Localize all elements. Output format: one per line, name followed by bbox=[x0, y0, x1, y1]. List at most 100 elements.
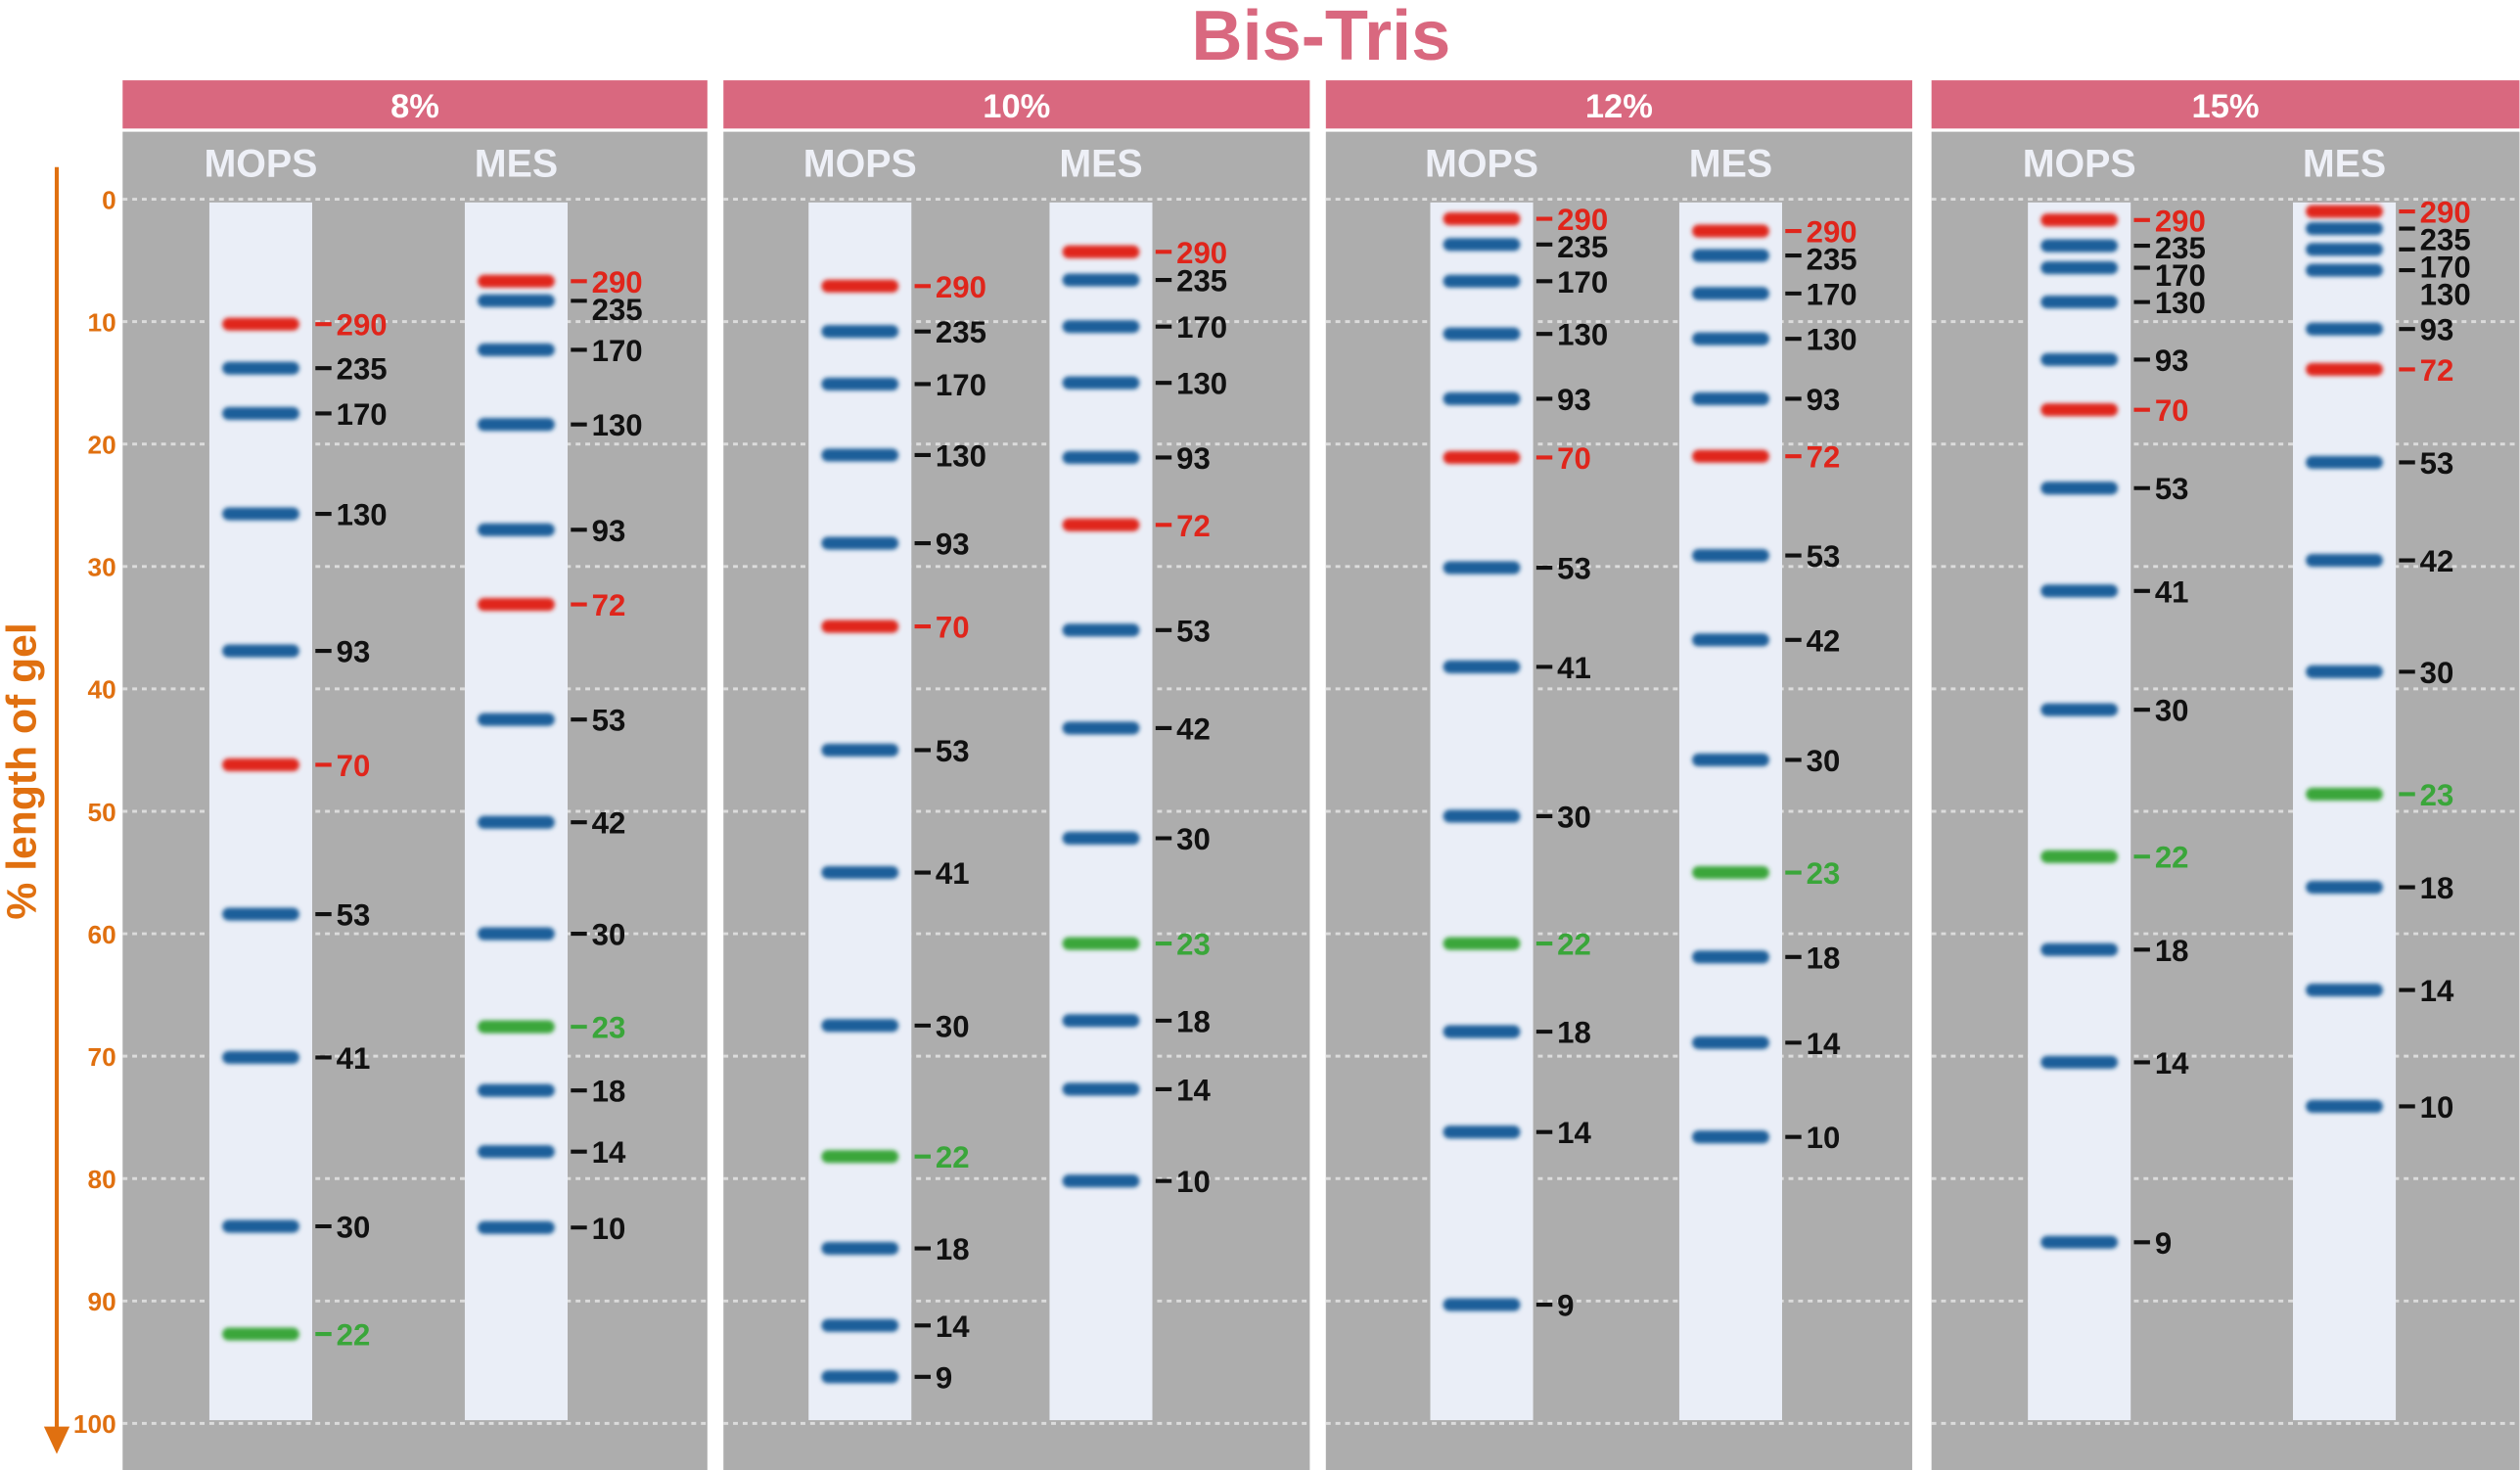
band-290 bbox=[2306, 205, 2383, 218]
band-label: 41 bbox=[936, 856, 970, 891]
arrow-down-icon bbox=[43, 1426, 70, 1454]
buffer-label: MOPS bbox=[803, 143, 917, 186]
band-290 bbox=[222, 317, 299, 331]
band-30 bbox=[821, 1019, 899, 1033]
band-235 bbox=[478, 294, 555, 307]
band-label: 235 bbox=[337, 352, 388, 387]
band-70 bbox=[821, 620, 899, 633]
band-70 bbox=[2040, 403, 2119, 417]
gel-header bbox=[122, 80, 708, 129]
band-label: 290 bbox=[2155, 204, 2206, 238]
band-14 bbox=[1692, 1035, 1769, 1049]
band-label: 170 bbox=[1557, 265, 1608, 299]
band-53 bbox=[821, 743, 899, 757]
band-93 bbox=[478, 523, 555, 536]
band-label: 30 bbox=[1807, 744, 1841, 778]
band-53 bbox=[2306, 455, 2383, 470]
band-label: 130 bbox=[2420, 277, 2471, 311]
band-label: 93 bbox=[1807, 383, 1841, 417]
band-130 bbox=[1692, 332, 1769, 345]
band-label: 93 bbox=[1176, 441, 1211, 476]
band-93 bbox=[222, 644, 299, 658]
band-170 bbox=[2306, 243, 2383, 256]
band-70 bbox=[1443, 450, 1521, 465]
band-18 bbox=[1692, 950, 1769, 964]
band-label: 70 bbox=[337, 749, 371, 783]
band-label: 235 bbox=[936, 315, 986, 349]
band-14 bbox=[478, 1145, 555, 1159]
band-170 bbox=[222, 406, 299, 421]
band-label: 235 bbox=[1557, 230, 1608, 264]
band-93 bbox=[1062, 450, 1140, 465]
band-130 bbox=[222, 507, 299, 521]
band-label: 18 bbox=[1557, 1016, 1591, 1050]
band-label: 14 bbox=[592, 1135, 626, 1170]
band-130 bbox=[1443, 327, 1521, 341]
band-30 bbox=[222, 1219, 299, 1233]
band-22 bbox=[1443, 937, 1521, 950]
buffer-label: MOPS bbox=[1425, 143, 1538, 186]
buffer-label: MOPS bbox=[2023, 143, 2136, 186]
band-235 bbox=[1443, 238, 1521, 252]
lane-strip bbox=[808, 202, 912, 1421]
band-label: 14 bbox=[2420, 974, 2454, 1008]
band-30 bbox=[2040, 703, 2119, 716]
band-290 bbox=[1062, 245, 1140, 258]
band-label: 30 bbox=[2420, 656, 2454, 690]
band-22 bbox=[222, 1327, 299, 1341]
band-label: 72 bbox=[592, 588, 626, 622]
band-label: 53 bbox=[2420, 446, 2454, 481]
band-label: 14 bbox=[1557, 1116, 1591, 1150]
band-235 bbox=[222, 361, 299, 375]
band-label: 30 bbox=[337, 1211, 371, 1245]
gel-percentage-label: 12% bbox=[1585, 88, 1653, 125]
band-170 bbox=[1443, 274, 1521, 288]
band-label: 290 bbox=[2420, 196, 2471, 230]
band-30 bbox=[478, 927, 555, 941]
band-18 bbox=[2040, 942, 2119, 956]
band-label: 70 bbox=[936, 611, 970, 645]
band-label: 130 bbox=[337, 498, 388, 532]
band-53 bbox=[478, 712, 555, 726]
band-14 bbox=[1443, 1125, 1521, 1139]
gel-panel-12%: 12%MOPS29023517013093705341302218149MES2… bbox=[1325, 80, 1912, 1470]
band-label: 290 bbox=[1557, 203, 1608, 237]
band-235 bbox=[821, 325, 899, 339]
band-label: 130 bbox=[1176, 367, 1227, 401]
band-30 bbox=[1443, 809, 1521, 823]
band-72 bbox=[1062, 518, 1140, 531]
band-label: 22 bbox=[2155, 841, 2189, 875]
y-axis: 0 10 20 30 40 50 60 70 80 90 100 % length of gel bbox=[0, 166, 116, 1454]
gel-header bbox=[723, 80, 1310, 129]
band-label: 235 bbox=[592, 293, 643, 327]
band-235 bbox=[1062, 273, 1140, 287]
band-170 bbox=[1062, 320, 1140, 334]
band-label: 9 bbox=[936, 1360, 952, 1395]
band-10 bbox=[478, 1220, 555, 1234]
band-label: 30 bbox=[2155, 694, 2189, 728]
band-label: 10 bbox=[1807, 1121, 1841, 1155]
band-72 bbox=[478, 598, 555, 612]
gel-percentage-label: 10% bbox=[983, 88, 1050, 125]
band-label: 9 bbox=[1557, 1289, 1574, 1323]
band-30 bbox=[1692, 753, 1769, 767]
band-42 bbox=[1692, 633, 1769, 647]
band-label: 22 bbox=[936, 1140, 970, 1174]
band-label: 72 bbox=[1176, 509, 1211, 543]
band-290 bbox=[2040, 213, 2119, 227]
band-22 bbox=[821, 1150, 899, 1164]
band-label: 22 bbox=[1557, 928, 1591, 962]
band-label: 18 bbox=[2420, 871, 2454, 905]
band-42 bbox=[1062, 721, 1140, 735]
band-label: 290 bbox=[1807, 215, 1857, 250]
band-72 bbox=[1692, 449, 1769, 463]
band-label: 22 bbox=[337, 1318, 371, 1353]
band-label: 290 bbox=[1176, 236, 1227, 270]
band-label: 93 bbox=[337, 635, 371, 669]
